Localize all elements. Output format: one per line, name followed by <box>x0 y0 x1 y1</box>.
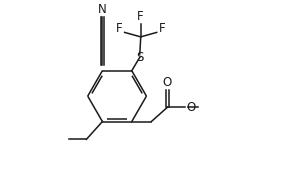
Text: F: F <box>159 22 165 35</box>
Text: S: S <box>136 51 143 64</box>
Text: O: O <box>186 101 195 114</box>
Text: N: N <box>98 3 107 16</box>
Text: F: F <box>137 10 144 23</box>
Text: F: F <box>116 22 123 35</box>
Text: O: O <box>163 75 172 88</box>
